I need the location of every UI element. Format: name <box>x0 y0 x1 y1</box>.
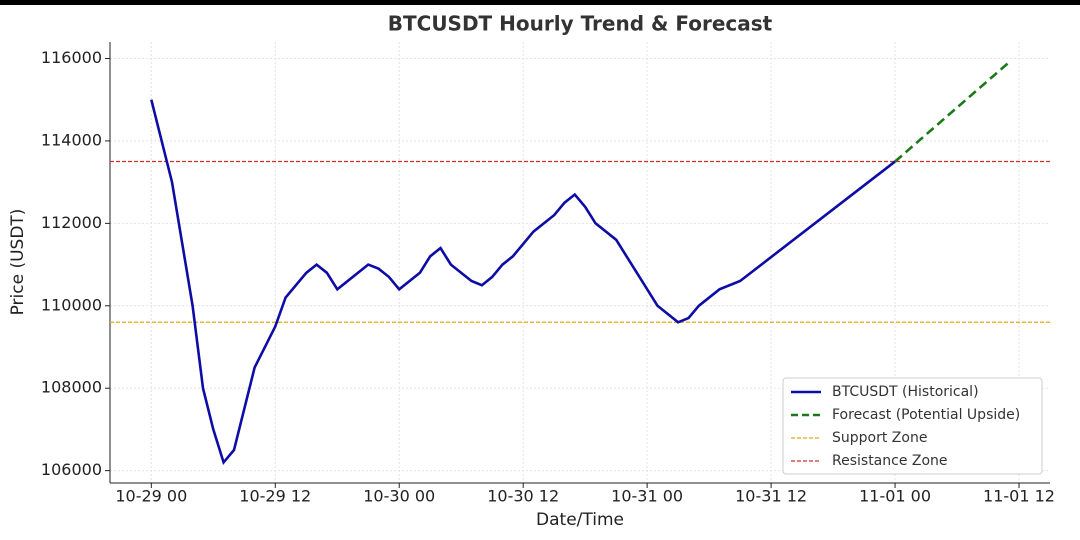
y-tick-label: 112000 <box>41 213 102 232</box>
legend-label: BTCUSDT (Historical) <box>832 384 979 400</box>
x-tick-label: 10-30 00 <box>363 487 435 506</box>
legend: BTCUSDT (Historical) Forecast (Potential … <box>782 377 1043 475</box>
x-tick-label: 10-29 12 <box>239 487 311 506</box>
x-tick-label: 11-01 00 <box>859 487 931 506</box>
y-tick-label: 114000 <box>41 130 102 149</box>
x-tick-label: 11-01 12 <box>983 487 1055 506</box>
y-tick-label: 116000 <box>41 48 102 67</box>
y-tick-label: 110000 <box>41 295 102 314</box>
x-axis-label: Date/Time <box>536 510 624 530</box>
y-axis-label: Price (USDT) <box>8 209 28 316</box>
legend-box <box>782 377 1043 475</box>
line <box>894 61 1010 163</box>
legend-label: Forecast (Potential Upside) <box>832 407 1020 423</box>
top-bar <box>0 0 1080 5</box>
legend-label: Resistance Zone <box>832 453 948 469</box>
x-tick-label: 10-31 00 <box>611 487 683 506</box>
y-tick-label: 106000 <box>41 460 102 479</box>
legend-label: Support Zone <box>832 430 927 446</box>
chart-title: BTCUSDT Hourly Trend & Forecast <box>388 12 773 36</box>
x-tick-label: 10-29 00 <box>115 487 187 506</box>
x-tick-label: 10-30 12 <box>487 487 559 506</box>
x-tick-label: 10-31 12 <box>735 487 807 506</box>
line <box>150 99 896 466</box>
y-tick-label: 108000 <box>41 378 102 397</box>
